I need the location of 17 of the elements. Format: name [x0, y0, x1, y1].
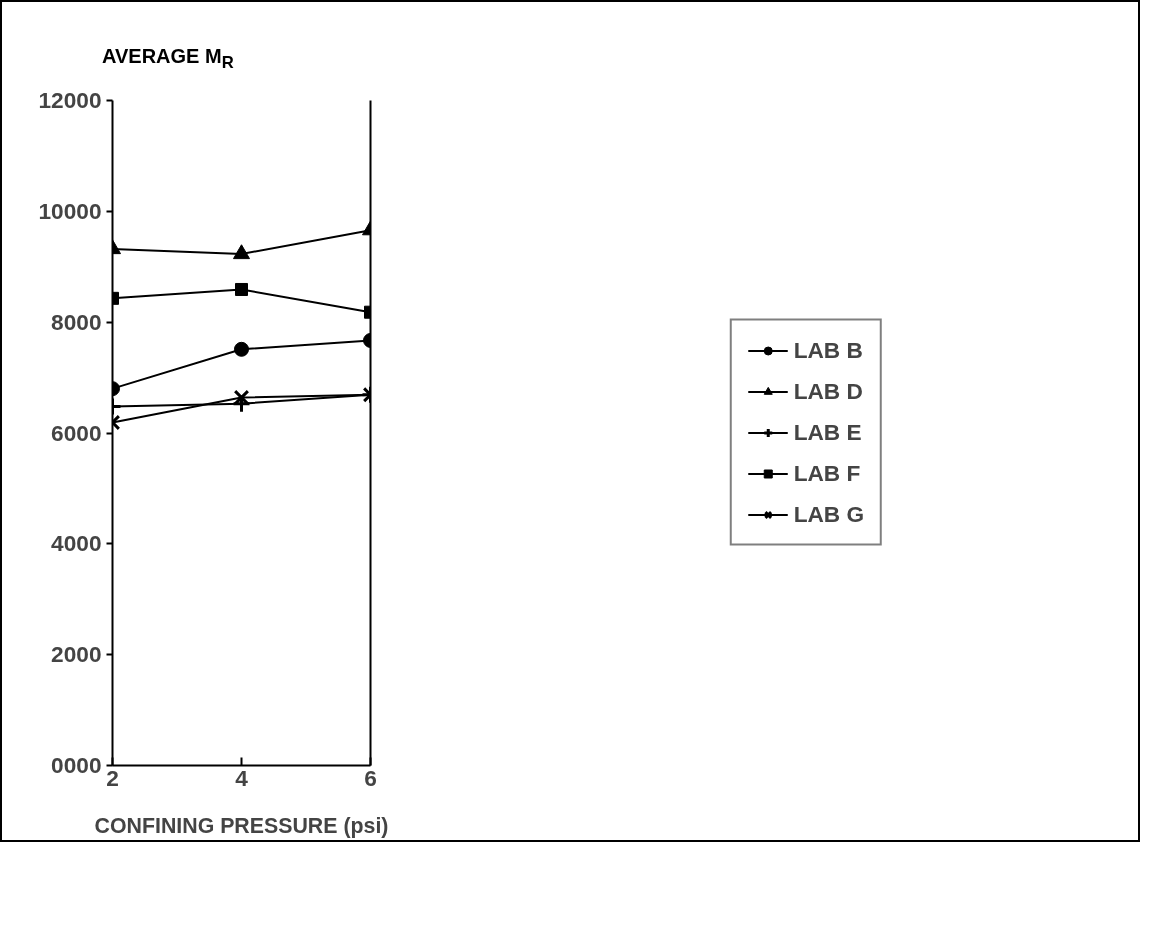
y-tick-label: 8000: [51, 308, 102, 335]
y-tick-label: 6000: [51, 419, 102, 446]
y-tick-label: 10000: [38, 197, 102, 224]
y-tick-label: 4000: [51, 530, 102, 557]
legend-label: LAB D: [793, 377, 863, 405]
legend-label: LAB B: [793, 336, 863, 364]
x-tick-label: 4: [235, 764, 249, 791]
x-tick-label: 6: [364, 764, 377, 791]
y-tick-label: 0000: [51, 751, 102, 778]
x-tick-label: 2: [106, 764, 119, 791]
y-tick-label: 2000: [51, 640, 102, 667]
legend-label: LAB E: [793, 418, 862, 446]
y-axis-title: AVERAGE M$_{R}$: [102, 44, 234, 74]
legend-label: LAB G: [793, 500, 865, 528]
y-tick-label: 12000: [38, 86, 102, 113]
legend-label: LAB F: [793, 459, 861, 487]
x-axis-title: CONFINING PRESSURE (psi): [94, 813, 389, 838]
